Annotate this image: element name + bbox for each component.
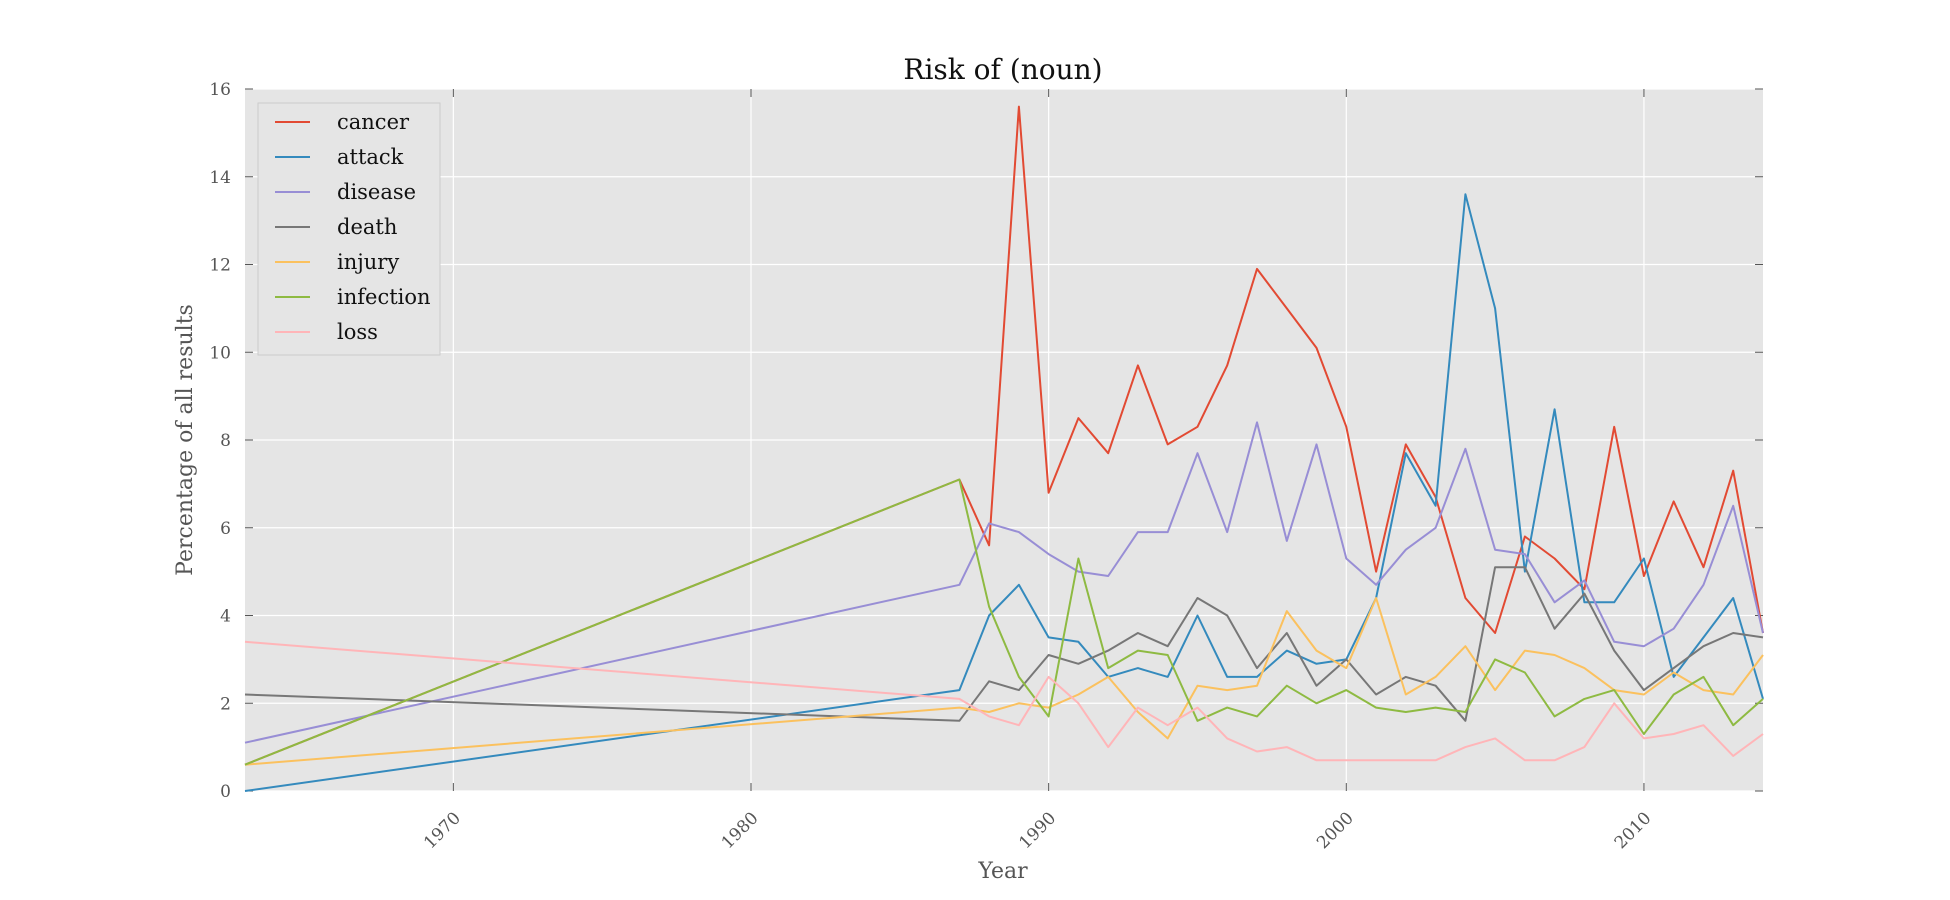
- y-tick-label: 8: [220, 431, 231, 451]
- legend-label-death: death: [337, 215, 397, 239]
- y-axis-label: Percentage of all results: [173, 304, 198, 576]
- y-tick-label: 12: [209, 256, 231, 276]
- legend-label-loss: loss: [337, 320, 378, 344]
- series-line-injury: [244, 597, 1764, 766]
- legend-label-cancer: cancer: [337, 110, 410, 134]
- legend: cancer attack disease death injury infection l…: [257, 102, 441, 356]
- chart-title: Risk of (noun): [903, 53, 1102, 86]
- x-axis-label: Year: [977, 859, 1028, 884]
- series-lines: [244, 105, 1764, 792]
- y-tick-label: 10: [209, 343, 231, 363]
- series-line-disease: [244, 421, 1764, 744]
- legend-label-infection: infection: [337, 285, 431, 309]
- y-tick-label: 16: [209, 80, 231, 100]
- series-line-loss: [244, 640, 1764, 762]
- legend-label-injury: injury: [337, 250, 399, 274]
- series-line-death: [244, 566, 1764, 722]
- x-tick-label: 1980: [718, 808, 763, 853]
- legend-label-disease: disease: [337, 180, 416, 204]
- x-tick-label: 2000: [1313, 808, 1358, 853]
- legend-box: [257, 102, 441, 356]
- x-tick-label: 1990: [1015, 808, 1060, 853]
- y-tick-label: 6: [220, 519, 231, 539]
- y-tick-label: 2: [220, 694, 231, 714]
- y-tick-label: 0: [220, 782, 231, 802]
- series-line-cancer: [244, 105, 1764, 766]
- x-tick-label: 1970: [420, 808, 465, 853]
- legend-label-attack: attack: [337, 145, 404, 169]
- series-line-infection: [244, 478, 1764, 766]
- grid-lines: [245, 88, 1763, 792]
- y-tick-label: 4: [220, 607, 231, 627]
- x-tick-label: 2010: [1611, 808, 1656, 853]
- y-tick-label: 14: [209, 168, 231, 188]
